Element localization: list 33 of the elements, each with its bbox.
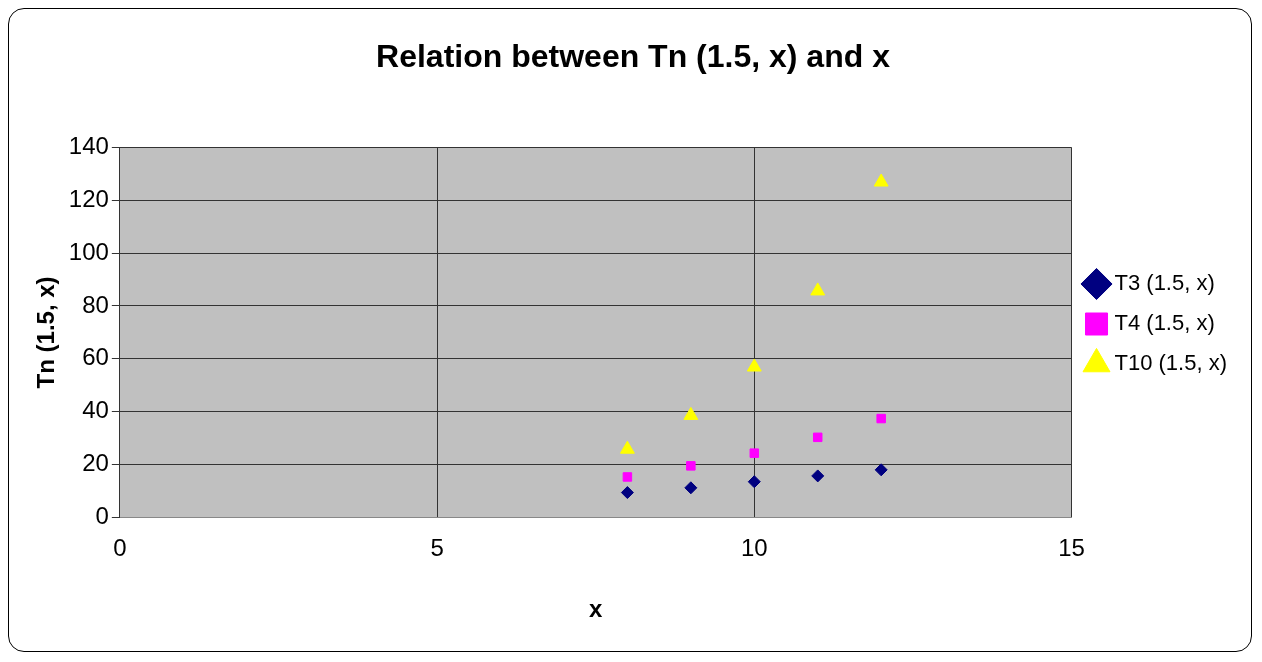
point — [747, 475, 761, 489]
point — [686, 461, 696, 471]
x-tick-label: 10 — [740, 534, 768, 562]
y-axis-title: Tn (1.5, x) — [32, 276, 60, 389]
y-tick-label: 0 — [95, 502, 109, 530]
point — [810, 282, 826, 296]
point — [622, 472, 633, 482]
y-tick-label: 140 — [68, 132, 109, 160]
point — [684, 481, 698, 495]
legend-label: T10 (1.5, x) — [1114, 350, 1227, 376]
point — [874, 463, 888, 477]
x-axis-title: x — [589, 595, 603, 623]
point — [749, 448, 760, 458]
point — [619, 440, 635, 454]
x-tick-label: 0 — [113, 534, 127, 562]
x-tick-label: 15 — [1058, 534, 1085, 562]
legend-label: T3 (1.5, x) — [1114, 270, 1215, 296]
y-tick-label: 120 — [68, 184, 109, 212]
point — [811, 469, 825, 483]
point — [813, 432, 823, 443]
y-tick-label: 40 — [82, 396, 109, 424]
point — [873, 173, 889, 187]
legend-label: T4 (1.5, x) — [1114, 310, 1215, 336]
y-tick-label: 100 — [68, 237, 109, 265]
point — [876, 413, 886, 424]
chart-title: Relation between Tn (1.5, x) and x — [376, 38, 891, 75]
y-tick-label: 60 — [82, 343, 109, 371]
x-tick-label: 5 — [430, 534, 444, 562]
y-tick-label: 80 — [82, 290, 109, 318]
y-tick-label: 20 — [82, 449, 109, 477]
point — [620, 486, 634, 500]
point — [683, 406, 699, 420]
point — [746, 358, 762, 372]
